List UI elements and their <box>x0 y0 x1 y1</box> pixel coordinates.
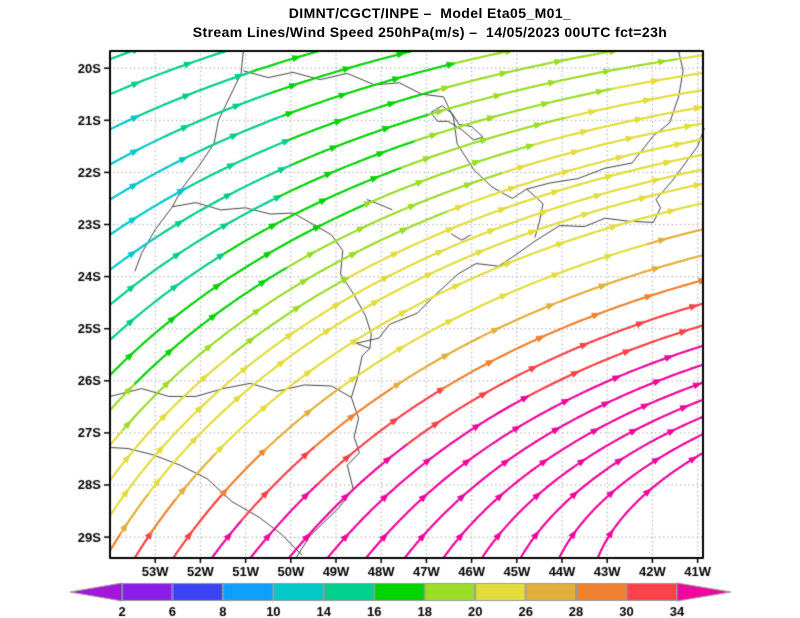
streamline-map-canvas <box>0 0 800 618</box>
weather-chart-page: DIMNT/CGCT/INPE – Model Eta05_M01_ Strea… <box>0 0 800 618</box>
